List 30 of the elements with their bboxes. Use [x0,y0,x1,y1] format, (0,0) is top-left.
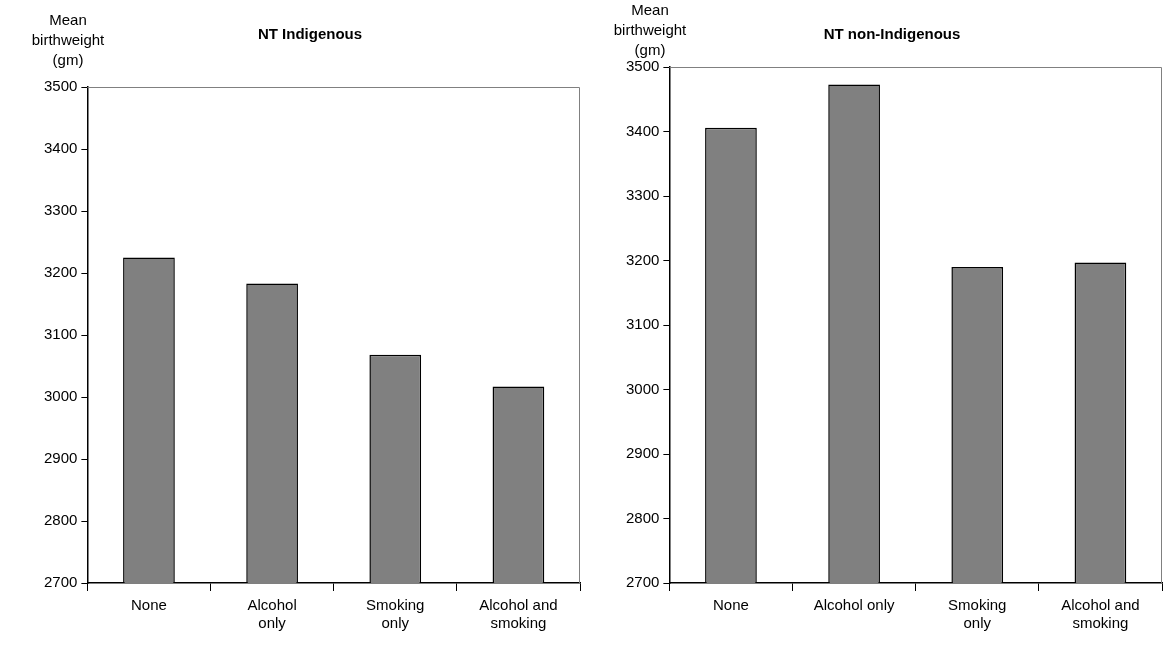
y-tick-label: 3200 [625,250,660,268]
y-tick-label: 3100 [625,315,660,333]
y-tick-label: 2900 [625,444,660,462]
x-tick-label: Alcohol and smoking [479,596,558,632]
chart-title: NT Indigenous [257,25,363,43]
y-axis-title: Mean birthweight (gm) [30,10,106,70]
y-tick-label: 3500 [625,57,660,75]
y-tick-label: 2700 [625,573,660,591]
y-tick-label: 2900 [43,449,78,467]
x-tick-label: Alcohol only [247,596,297,632]
chart-title: NT non-Indigenous [823,25,961,43]
y-tick-label: 2800 [625,508,660,526]
y-tick-label: 3100 [43,325,78,343]
x-tick-label: Alcohol and smoking [1061,596,1140,632]
x-tick-label: Smoking only [366,596,425,632]
y-axis-title: Mean birthweight (gm) [612,0,688,60]
x-tick-label: Smoking only [948,596,1007,632]
y-tick-label: 3300 [43,201,78,219]
y-tick-label: 3300 [625,186,660,204]
y-tick-label: 3400 [625,121,660,139]
x-tick-label: None [131,596,167,614]
y-tick-label: 3000 [625,379,660,397]
y-tick-label: 3500 [43,77,78,95]
y-tick-label: 3200 [43,263,78,281]
x-tick-label: None [713,596,749,614]
y-tick-label: 2800 [43,511,78,529]
y-tick-label: 3000 [43,387,78,405]
y-tick-label: 2700 [43,573,78,591]
x-tick-label: Alcohol only [813,596,896,614]
y-tick-label: 3400 [43,139,78,157]
